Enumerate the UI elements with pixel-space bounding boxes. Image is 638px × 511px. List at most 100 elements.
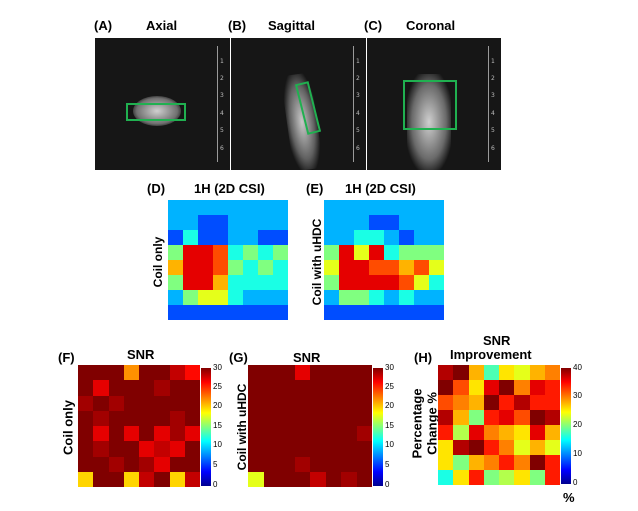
heatmap-cell	[384, 215, 399, 230]
heatmap-cell	[93, 365, 109, 381]
heatmap-cell	[384, 260, 399, 275]
heatmap-cell	[279, 426, 295, 442]
heatmap-cell	[213, 305, 228, 320]
heatmap-cell	[341, 441, 357, 457]
colorbar-tick: 30	[385, 363, 394, 372]
heatmap-cell	[399, 230, 414, 245]
heatmap-cell	[279, 365, 295, 381]
heatmap-cell	[514, 455, 530, 470]
heatmap-cell	[263, 426, 279, 442]
heatmap-cell	[258, 290, 273, 305]
heatmap-cell	[453, 440, 469, 455]
heatmap-cell	[198, 215, 213, 230]
heatmap-cell	[184, 471, 200, 487]
heatmap-cell	[324, 290, 339, 305]
heatmap-cell	[429, 290, 444, 305]
heatmap-cell	[154, 426, 170, 442]
colorbar-tick: 20	[573, 420, 582, 429]
heatmap-cell	[168, 305, 183, 320]
heatmap-cell	[198, 245, 213, 260]
heatmap-cell	[78, 380, 94, 396]
heatmap-cell	[544, 395, 560, 410]
colorbar-tick: 40	[573, 363, 582, 372]
heatmap-cell	[198, 305, 213, 320]
heatmap-cell	[279, 471, 295, 487]
heatmap-cell	[438, 470, 454, 485]
colorbar-tick: 5	[385, 460, 390, 469]
heatmap-cell	[483, 470, 499, 485]
panel-g-ylabel: Coil with uHDC	[235, 383, 249, 471]
heatmap-cell	[414, 200, 429, 215]
heatmap-cell	[453, 365, 469, 380]
heatmap-cell	[168, 230, 183, 245]
snr-colorbar-g	[373, 368, 383, 486]
heatmap-cell	[294, 365, 310, 381]
heatmap-cell	[325, 365, 341, 381]
heatmap-cell	[429, 305, 444, 320]
heatmap-cell	[183, 260, 198, 275]
heatmap-cell	[529, 365, 545, 380]
heatmap-cell	[273, 215, 288, 230]
heatmap-cell	[273, 200, 288, 215]
heatmap-cell	[438, 440, 454, 455]
heatmap-cell	[529, 440, 545, 455]
heatmap-cell	[263, 441, 279, 457]
heatmap-cell	[325, 471, 341, 487]
heatmap-cell	[310, 410, 326, 426]
heatmap-cell	[168, 275, 183, 290]
heatmap-cell	[310, 365, 326, 381]
heatmap-cell	[279, 380, 295, 396]
heatmap-cell	[414, 260, 429, 275]
heatmap-cell	[544, 440, 560, 455]
heatmap-cell	[399, 290, 414, 305]
heatmap-cell	[248, 380, 264, 396]
heatmap-cell	[184, 426, 200, 442]
heatmap-cell	[198, 260, 213, 275]
heatmap-cell	[228, 275, 243, 290]
heatmap-cell	[183, 275, 198, 290]
heatmap-cell	[139, 471, 155, 487]
heatmap-cell	[514, 365, 530, 380]
heatmap-cell	[399, 200, 414, 215]
heatmap-cell	[263, 456, 279, 472]
heatmap-cell	[184, 395, 200, 411]
heatmap-cell	[310, 456, 326, 472]
heatmap-cell	[228, 230, 243, 245]
heatmap-cell	[243, 245, 258, 260]
heatmap-cell	[183, 305, 198, 320]
heatmap-cell	[499, 395, 515, 410]
heatmap-cell	[414, 290, 429, 305]
heatmap-cell	[279, 441, 295, 457]
colorbar-tick: 10	[385, 440, 394, 449]
heatmap-cell	[354, 275, 369, 290]
heatmap-cell	[248, 426, 264, 442]
heatmap-cell	[324, 275, 339, 290]
heatmap-cell	[399, 245, 414, 260]
heatmap-cell	[325, 426, 341, 442]
heatmap-cell	[483, 425, 499, 440]
colorbar-tick: 25	[213, 382, 222, 391]
heatmap-cell	[139, 426, 155, 442]
heatmap-cell	[258, 305, 273, 320]
panel-h-ylabel-line1: Percentage	[409, 388, 425, 459]
heatmap-cell	[228, 305, 243, 320]
heatmap-cell	[108, 456, 124, 472]
heatmap-cell	[78, 456, 94, 472]
heatmap-cell	[544, 470, 560, 485]
panel-d-ylabel: Coil only	[151, 236, 165, 288]
heatmap-cell	[356, 380, 372, 396]
panel-h-title-line1: SNR	[483, 333, 511, 348]
heatmap-cell	[414, 230, 429, 245]
heatmap-cell	[169, 426, 185, 442]
snr-improvement-map	[438, 365, 560, 485]
heatmap-cell	[438, 380, 454, 395]
heatmap-cell	[529, 425, 545, 440]
heatmap-cell	[356, 395, 372, 411]
heatmap-cell	[453, 410, 469, 425]
panel-d-letter: (D)	[147, 181, 166, 196]
heatmap-cell	[169, 380, 185, 396]
heatmap-cell	[273, 290, 288, 305]
